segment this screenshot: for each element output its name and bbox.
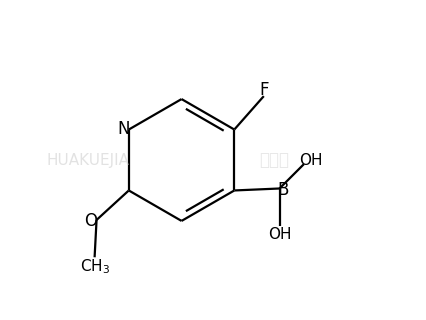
Text: N: N — [118, 120, 130, 138]
Text: F: F — [260, 81, 269, 99]
Text: HUAKUEJIA: HUAKUEJIA — [47, 153, 130, 167]
Text: O: O — [84, 212, 97, 230]
Text: OH: OH — [268, 227, 291, 242]
Text: OH: OH — [299, 153, 323, 168]
Text: 化学加: 化学加 — [259, 151, 289, 169]
Text: CH$_3$: CH$_3$ — [80, 258, 109, 276]
Text: B: B — [277, 181, 288, 199]
